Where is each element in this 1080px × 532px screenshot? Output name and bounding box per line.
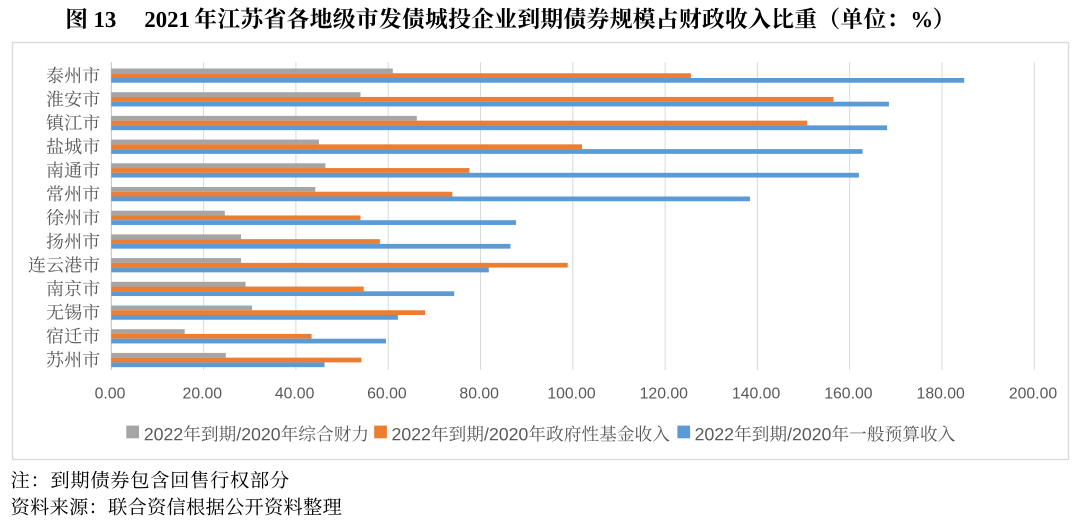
svg-text:140.00: 140.00 <box>732 385 781 402</box>
svg-text:0.00: 0.00 <box>95 385 126 402</box>
svg-text:200.00: 200.00 <box>1009 385 1058 402</box>
svg-text:40.00: 40.00 <box>275 385 315 402</box>
svg-text:180.00: 180.00 <box>917 385 966 402</box>
svg-text:120.00: 120.00 <box>640 385 689 402</box>
svg-text:100.00: 100.00 <box>547 385 596 402</box>
svg-text:60.00: 60.00 <box>367 385 407 402</box>
svg-text:160.00: 160.00 <box>824 385 873 402</box>
svg-text:80.00: 80.00 <box>459 385 499 402</box>
svg-text:20.00: 20.00 <box>183 385 223 402</box>
